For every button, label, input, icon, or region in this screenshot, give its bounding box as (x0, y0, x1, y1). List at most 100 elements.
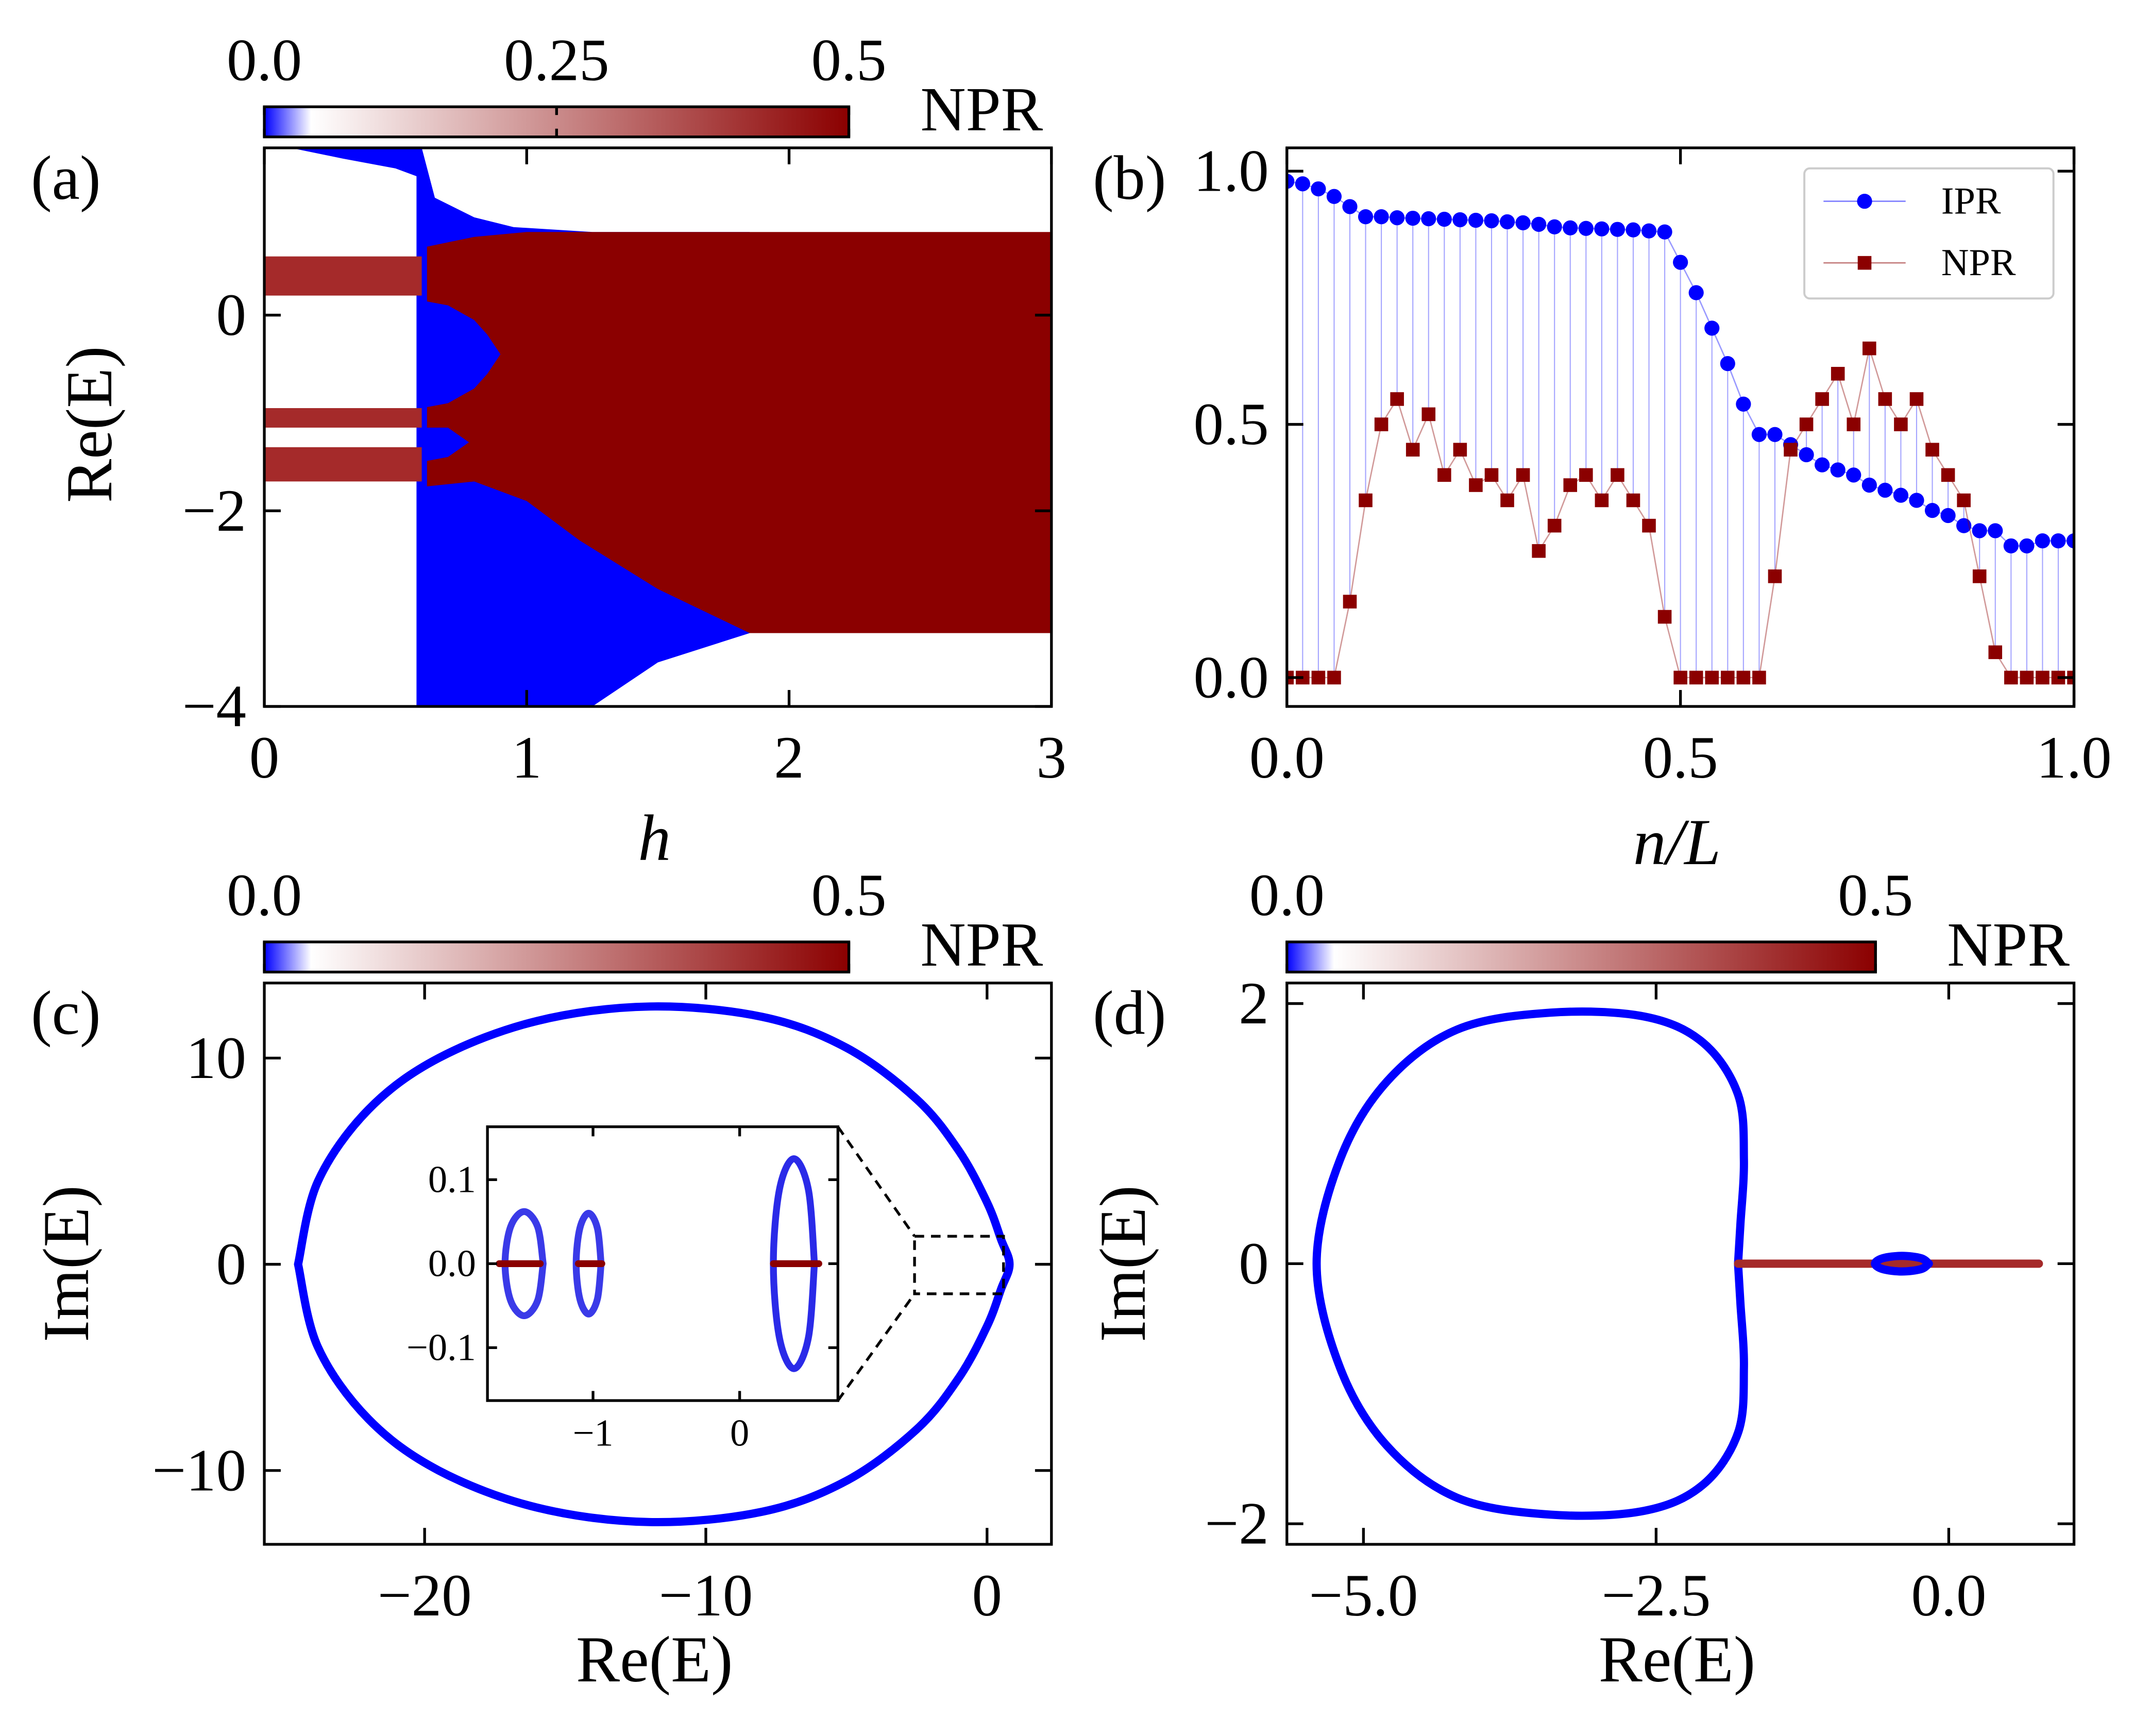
marker (1286, 174, 1295, 189)
plot-area (264, 147, 1052, 706)
marker (1390, 392, 1404, 406)
marker (1941, 468, 1955, 482)
marker (1799, 447, 1814, 463)
colorbar-tick-label: 0.25 (504, 27, 610, 93)
marker (1374, 417, 1389, 431)
y-tick-label: −0.1 (407, 1326, 476, 1369)
marker (1736, 396, 1751, 412)
region (290, 147, 422, 178)
marker (1688, 285, 1704, 300)
x-axis-label: Re(E) (576, 1623, 733, 1696)
marker (1358, 209, 1374, 225)
marker (1311, 181, 1326, 197)
loop (1871, 1252, 1933, 1276)
marker (1563, 478, 1578, 492)
marker (1547, 518, 1562, 533)
marker (1689, 670, 1703, 685)
colorbar-tick-label: 0.5 (811, 27, 886, 93)
colorbar (1285, 940, 1877, 974)
marker (1436, 211, 1452, 227)
region (264, 408, 422, 428)
marker (1831, 366, 1845, 381)
marker (1563, 220, 1578, 235)
x-tick-label: 0 (972, 1562, 1002, 1629)
plot-area (1286, 174, 2074, 685)
plot-area (496, 1155, 822, 1372)
legend-marker (1857, 193, 1872, 209)
marker (1516, 468, 1530, 482)
marker (1547, 219, 1562, 234)
x-tick-label: −5.0 (1309, 1562, 1418, 1629)
colorbar-tick-label: 0.5 (811, 862, 886, 929)
region (264, 447, 422, 482)
y-tick-label: −2 (1205, 1491, 1268, 1557)
marker (2003, 538, 2019, 554)
colorbar-label: NPR (1947, 910, 2070, 980)
marker (1784, 443, 1798, 457)
marker (1988, 645, 2003, 660)
plots: 0 1 2 3−4−200.0 0.25 0.5NPR(a)hRe(E)IPRNPR0.0… (29, 27, 2112, 1696)
legend-marker (1857, 256, 1872, 270)
y-tick-label: 0.5 (1194, 391, 1269, 458)
marker (1673, 255, 1688, 270)
marker (1657, 610, 1672, 624)
marker (1595, 493, 1609, 508)
marker (1988, 523, 2003, 538)
y-axis-label: Re(E) (53, 346, 126, 502)
colorbar-tick-label: 0.0 (1249, 862, 1325, 929)
marker (1468, 212, 1484, 228)
marker (2004, 670, 2018, 685)
x-tick-label: 0 (730, 1412, 749, 1454)
marker (1720, 356, 1735, 372)
colorbar-tick-label: 0.0 (227, 862, 302, 929)
x-tick-label: 0.0 (1911, 1562, 1986, 1629)
y-tick-label: 0 (216, 282, 246, 348)
marker (2066, 533, 2074, 549)
x-axis-label: h (638, 801, 671, 874)
marker (1484, 468, 1499, 482)
region (427, 232, 1052, 633)
marker (1815, 457, 1830, 473)
marker (1437, 468, 1451, 482)
marker (1878, 392, 1892, 406)
zoom-connector (837, 1126, 916, 1237)
marker (1452, 212, 1468, 228)
y-tick-label: 10 (186, 1025, 246, 1091)
panel-label: (a) (31, 143, 101, 213)
x-tick-label: 0.0 (1249, 724, 1325, 791)
colorbar-label: NPR (920, 75, 1043, 144)
marker (1626, 493, 1640, 508)
region (421, 300, 501, 408)
marker (1578, 221, 1594, 236)
y-axis-label: Im(E) (29, 1185, 103, 1342)
marker (1877, 482, 1893, 498)
marker (1972, 569, 1987, 583)
marker (1925, 443, 1939, 457)
x-tick-label: −10 (659, 1562, 753, 1629)
x-tick-label: −2.5 (1601, 1562, 1711, 1629)
panel-label: (b) (1093, 143, 1166, 213)
legend-label: NPR (1941, 242, 2016, 284)
region (264, 256, 422, 296)
marker (1752, 670, 1766, 685)
marker (1972, 523, 1987, 538)
axes-frame (263, 146, 1053, 708)
marker (1610, 222, 1626, 237)
marker (1830, 462, 1846, 478)
zoom-box (913, 1235, 1005, 1295)
x-axis-label: n/L (1633, 805, 1721, 879)
marker (1484, 213, 1499, 229)
marker (1359, 493, 1373, 508)
marker (1956, 518, 1972, 533)
legend-box (1803, 167, 2055, 300)
y-tick-label: 0 (216, 1231, 246, 1297)
x-tick-label: −1 (572, 1412, 613, 1454)
marker (1421, 407, 1436, 422)
marker (1940, 508, 1956, 524)
panel-label: (d) (1093, 979, 1166, 1048)
y-axis-label: Im(E) (1086, 1185, 1159, 1342)
marker (1767, 427, 1783, 442)
marker (1721, 670, 1735, 685)
marker (2035, 533, 2051, 549)
y-tick-label: 0.0 (428, 1242, 476, 1285)
